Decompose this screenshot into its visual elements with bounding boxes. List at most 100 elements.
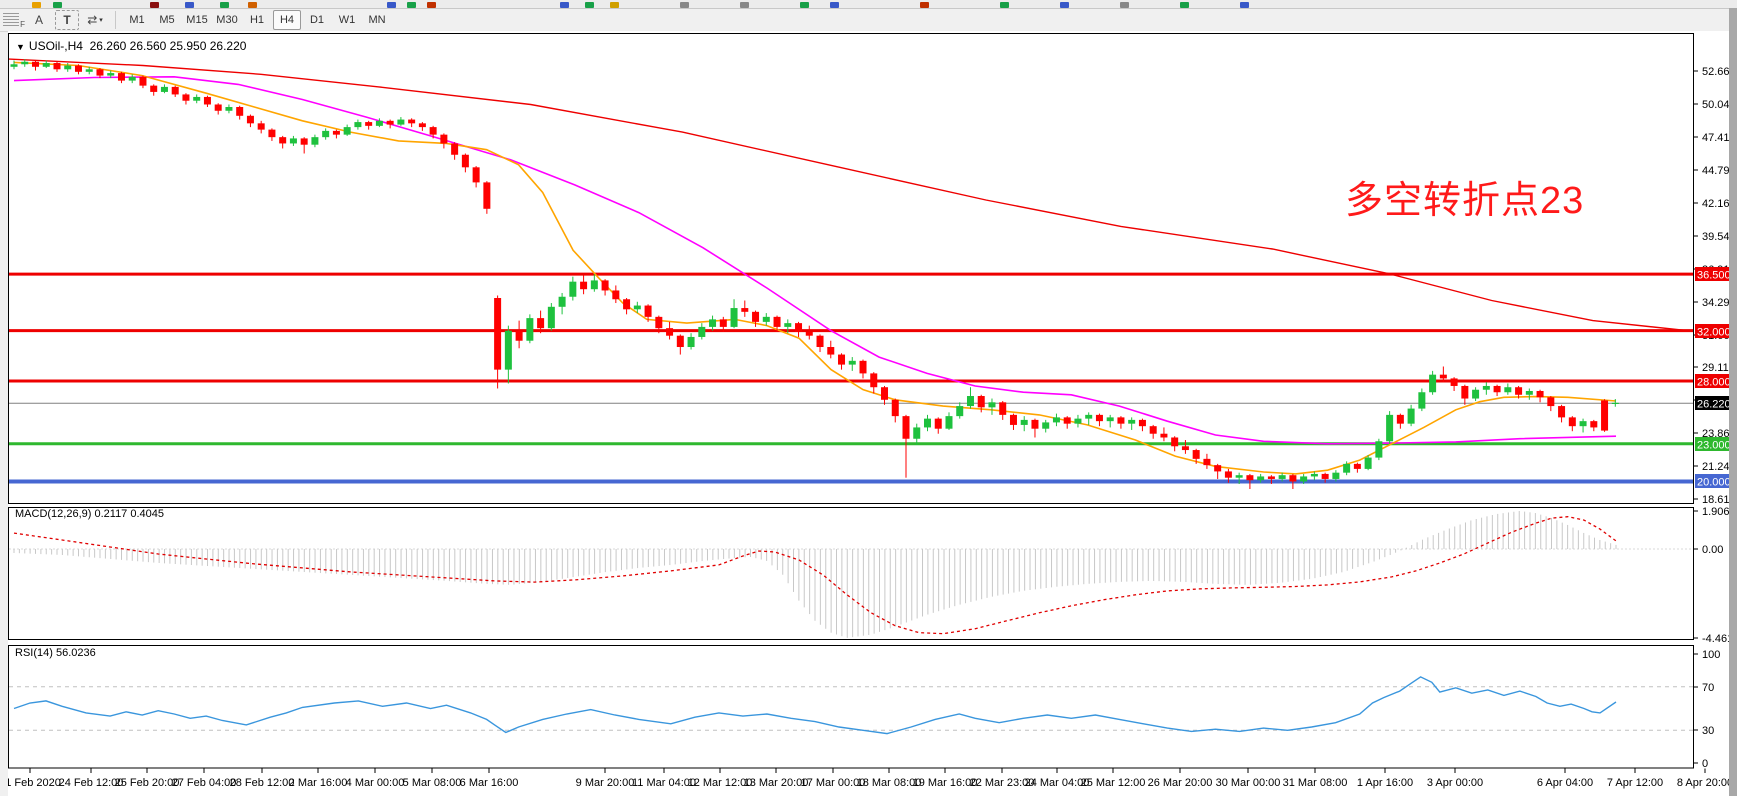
toolbar-icon-fragment — [185, 2, 194, 8]
candle-body — [676, 335, 684, 348]
candle-body — [1289, 475, 1297, 482]
candle-body — [1300, 476, 1308, 482]
price-scale[interactable]: 52.66550.04047.41544.79042.16539.54036.9… — [1694, 66, 1737, 770]
candle-body — [881, 387, 889, 400]
price-tag-20.000 — [1695, 474, 1729, 488]
candle-body — [1321, 473, 1329, 479]
timeframe-button-h4[interactable]: H4 — [273, 10, 301, 30]
rsi-tick-label: 70 — [1702, 682, 1714, 694]
candle-body — [440, 134, 448, 144]
candle-body — [827, 347, 835, 355]
candle-body — [569, 281, 577, 297]
candle-body — [31, 61, 39, 67]
timeframe-button-w1[interactable]: W1 — [338, 14, 356, 26]
symbol-label: USOil-,H4 — [28, 39, 83, 53]
time-tick-label: 8 Apr 20:00 — [1677, 777, 1729, 789]
candle-body — [741, 308, 749, 312]
candle-body — [537, 318, 545, 329]
toolbar-icon-fragment — [560, 2, 569, 8]
timeframe-button-h1[interactable]: H1 — [249, 14, 265, 26]
price-tick-label: 39.540 — [1702, 231, 1729, 243]
timeframe-button-m30[interactable]: M30 — [216, 14, 238, 26]
price-tag-32.000 — [1695, 324, 1729, 338]
toolbar-icon-fragment — [800, 2, 809, 8]
candle-body — [85, 69, 93, 72]
label-tool-button[interactable]: A — [34, 13, 43, 27]
candle-body — [1235, 475, 1243, 478]
timeframe-button-m5[interactable]: M5 — [159, 14, 175, 26]
time-tick-label: 18 Mar 08:00 — [857, 777, 922, 789]
time-tick-label: 25 Feb 20:00 — [115, 777, 180, 789]
candle-body — [322, 130, 330, 138]
price-tick-label: 29.115 — [1702, 362, 1729, 374]
price-tick-label: 18.615 — [1702, 494, 1729, 506]
toolbar-icon-fragment — [32, 2, 41, 8]
candle-body — [375, 120, 383, 126]
candle-body — [504, 330, 512, 370]
chart-canvas[interactable]: 52.66550.04047.41544.79042.16539.54036.9… — [0, 31, 1737, 796]
time-tick-label: 9 Mar 20:00 — [576, 777, 635, 789]
candle-body — [1418, 392, 1426, 409]
candle-body — [1052, 417, 1060, 423]
candle-body — [451, 143, 459, 155]
candle-body — [784, 323, 792, 327]
candle-body — [1547, 397, 1555, 407]
time-tick-label: 28 Feb 12:00 — [230, 777, 295, 789]
price-tag-label: 26.220 — [1697, 399, 1729, 411]
candle-body — [988, 402, 996, 408]
candle-body — [999, 402, 1007, 415]
candle-body — [236, 107, 244, 116]
time-tick-label: 1 Apr 16:00 — [1357, 777, 1413, 789]
candle-body — [526, 318, 534, 341]
timeframe-button-mn[interactable]: MN — [368, 14, 386, 26]
chart-toolbar: F A T ⇄ ▾ M1 M5 M15 M30 H1 H4 D1 W1 MN — [0, 9, 1737, 32]
toolbar-icon-fragment — [407, 2, 416, 8]
symbol-dropdown-icon[interactable]: ▼ — [16, 42, 25, 52]
price-tick-label: 44.790 — [1702, 165, 1729, 177]
price-tag-label: 36.500 — [1697, 270, 1729, 282]
candle-body — [1106, 417, 1114, 422]
candle-body — [171, 86, 179, 95]
price-tag-28.000 — [1695, 374, 1729, 388]
time-tick-label: 11 Mar 04:00 — [632, 777, 696, 789]
macd-signal-line — [13, 516, 1617, 635]
candle-body — [795, 323, 803, 332]
candle-body — [1450, 378, 1458, 386]
candle-body — [913, 427, 921, 439]
candle-body — [848, 360, 856, 365]
candle-body — [558, 296, 566, 307]
candle-body — [1074, 418, 1082, 424]
text-tool-button[interactable]: T — [55, 10, 79, 30]
candle-body — [1601, 400, 1609, 431]
candle-body — [623, 299, 631, 310]
candle-body — [655, 316, 663, 329]
trendline-red[interactable] — [8, 58, 1694, 332]
timeframe-button-m15[interactable]: M15 — [186, 14, 208, 26]
candle-body — [418, 123, 426, 128]
price-tag-label: 20.000 — [1697, 477, 1729, 489]
candle-body — [53, 63, 61, 70]
rsi-label: RSI(14) 56.0236 — [15, 647, 96, 659]
candle-body — [891, 399, 899, 417]
candle-body — [805, 331, 813, 336]
candle-body — [547, 306, 555, 329]
candle-body — [193, 96, 201, 101]
chart-title: ▼ USOil-,H4 26.260 26.560 25.950 26.220 — [16, 39, 246, 53]
timeframe-button-d1[interactable]: D1 — [309, 14, 325, 26]
rsi-pane — [9, 676, 1694, 735]
timeframe-button-m1[interactable]: M1 — [129, 14, 145, 26]
toolbar-icon-fragment — [427, 2, 436, 8]
cycle-tool-button[interactable]: ⇄ ▾ — [83, 10, 107, 30]
candle-body — [1009, 414, 1017, 425]
main-pane — [8, 58, 1694, 490]
candle-body — [225, 107, 233, 111]
toolbar-icon-fragment — [585, 2, 594, 8]
candle-body — [1020, 419, 1028, 425]
candle-body — [397, 119, 405, 125]
candle-body — [633, 305, 641, 310]
toolbar-icon-fragment — [1000, 2, 1009, 8]
toolbar-grip-icon[interactable]: F — [3, 13, 25, 29]
candle-body — [1568, 417, 1576, 427]
candle-body — [977, 396, 985, 408]
